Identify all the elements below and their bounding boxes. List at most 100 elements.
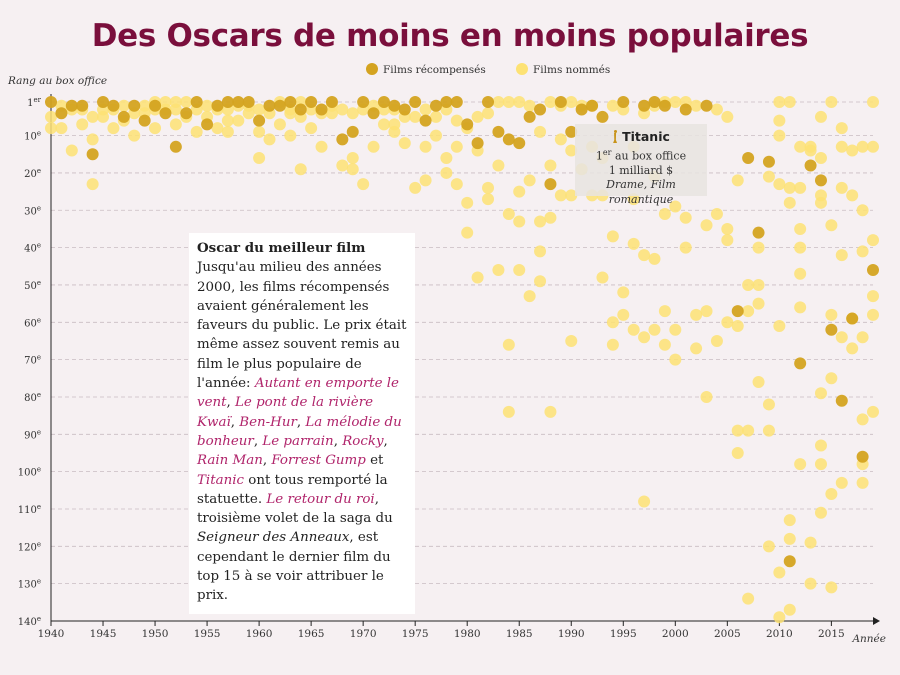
tooltip-genre: Drame, Film romantique: [606, 178, 676, 206]
nominee-dot: [513, 264, 526, 277]
nominee-dot: [450, 140, 463, 153]
tooltip-rank-text: au box office: [611, 149, 687, 163]
nominee-dot: [492, 96, 505, 108]
nominee-dot: [773, 96, 786, 108]
nominee-dot: [658, 208, 671, 221]
annotation-text: Jusqu'au milieu des années 2000, les fil…: [197, 260, 407, 392]
film-title: Rain Man: [197, 453, 263, 469]
nominee-dot: [440, 152, 453, 165]
nominee-dot: [825, 308, 838, 321]
nominee-dot: [346, 163, 359, 176]
nominee-dot: [263, 133, 276, 146]
nominee-dot: [742, 278, 755, 291]
nominee-dot: [440, 166, 453, 179]
nominee-dot: [565, 144, 578, 157]
nominee-dot: [409, 110, 422, 123]
nominee-dot: [180, 96, 193, 108]
nominee-dot: [762, 540, 775, 553]
nominee-dot: [856, 245, 869, 258]
winner-dot: [159, 107, 172, 120]
winner-dot: [679, 103, 692, 116]
nominee-dot: [450, 178, 463, 191]
x-tick-label: 2015: [818, 628, 845, 640]
winner-dot: [752, 226, 765, 239]
film-title: Forrest Gump: [271, 453, 366, 469]
winner-dot: [554, 96, 567, 108]
nominee-dot: [867, 140, 879, 153]
nominee-dot: [794, 181, 807, 194]
film-title: Rocky: [342, 433, 384, 449]
winner-dot: [846, 312, 859, 325]
nominee-dot: [419, 140, 432, 153]
nominee-dot: [762, 398, 775, 411]
nominee-dot: [867, 308, 879, 321]
winner-dot: [325, 96, 338, 108]
nominee-dot: [867, 234, 879, 247]
nominee-dot: [721, 222, 734, 235]
nominee-dot: [648, 252, 661, 265]
annotation-text: ,: [333, 433, 343, 449]
film-title: Le pont de la rivière Kwaï: [197, 395, 374, 430]
x-axis-arrow: [873, 617, 880, 625]
nominee-dot: [513, 185, 526, 198]
winner-dot: [273, 99, 286, 112]
nominee-dot: [606, 338, 619, 351]
nominee-dot: [523, 174, 536, 187]
nominee-dot: [128, 129, 141, 142]
nominee-dot: [502, 338, 515, 351]
winner-dot: [575, 103, 588, 116]
nominee-dot: [357, 178, 370, 191]
winner-dot: [346, 125, 359, 138]
nominee-dot: [201, 99, 214, 112]
annotation-text: ,: [383, 433, 388, 449]
winner-dot: [305, 96, 318, 108]
winner-dot: [315, 103, 328, 116]
nominee-dot: [336, 159, 349, 172]
film-title: Ben-Hur: [239, 414, 297, 430]
nominee-dot: [846, 189, 859, 202]
winner-dot: [856, 450, 869, 463]
y-tick-label: 60e: [24, 316, 41, 329]
x-tick-label: 1975: [402, 628, 429, 640]
x-tick-label: 1990: [558, 628, 585, 640]
annotation-text: , est cependant le dernier film du top 1…: [197, 530, 391, 604]
nominee-dot: [846, 342, 859, 355]
nominee-dot: [232, 114, 245, 127]
chart-title: Des Oscars de moins en moins populaires: [91, 18, 809, 54]
nominee-dot: [690, 342, 703, 355]
winner-dot: [242, 96, 255, 108]
nominee-dot: [398, 137, 411, 150]
nominee-dot: [638, 495, 651, 508]
nominee-dot: [794, 222, 807, 235]
x-tick-label: 2000: [662, 628, 689, 640]
nominee-dot: [627, 237, 640, 250]
nominee-dot: [825, 96, 838, 108]
nominee-dot: [794, 267, 807, 280]
nominee-dot: [835, 181, 848, 194]
nominee-dot: [336, 103, 349, 116]
nominee-dot: [814, 152, 827, 165]
nominee-dot: [835, 476, 848, 489]
nominee-dot: [554, 133, 567, 146]
winner-dot: [794, 357, 807, 370]
nominee-dot: [284, 107, 297, 120]
nominee-dot: [565, 96, 578, 108]
winner-dot: [86, 148, 99, 161]
winner-dot: [461, 118, 474, 131]
nominee-dot: [690, 308, 703, 321]
nominee-dot: [419, 103, 432, 116]
tooltip-rank-sup: er: [602, 147, 612, 157]
nominee-dot: [346, 107, 359, 120]
nominee-dot: [783, 603, 796, 616]
winner-dot: [648, 96, 661, 108]
annotation-text: ont tous remporté la statuette.: [197, 472, 388, 507]
nominee-dot: [419, 174, 432, 187]
nominee-dot: [658, 338, 671, 351]
nominee-dot: [658, 305, 671, 318]
winner-dot: [357, 96, 370, 108]
y-tick-label: 40e: [24, 242, 41, 255]
nominee-dot: [669, 353, 682, 366]
nominee-dot: [804, 144, 817, 157]
winner-dot: [825, 323, 838, 336]
nominee-dot: [825, 581, 838, 594]
